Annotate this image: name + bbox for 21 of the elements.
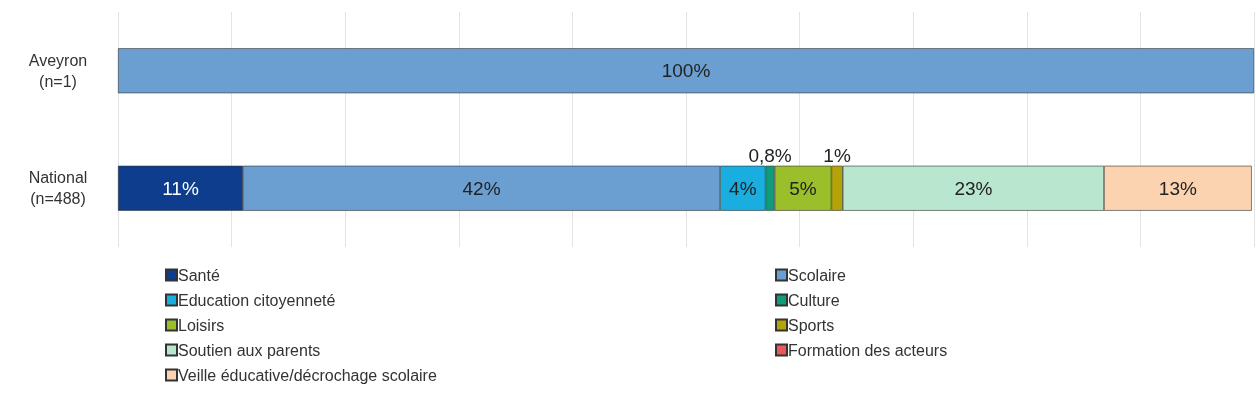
- data-label: 23%: [954, 177, 993, 199]
- legend-label: Soutien aux parents: [178, 341, 321, 359]
- legend-label: Culture: [788, 291, 840, 309]
- legend-label: Education citoyenneté: [178, 291, 336, 309]
- legend-label: Veille éducative/décrochage scolaire: [178, 366, 437, 384]
- data-label: 5%: [789, 177, 817, 199]
- legend-label: Scolaire: [788, 266, 846, 284]
- y-tick-label: National (n=488): [28, 169, 88, 208]
- data-label: 11%: [162, 177, 199, 199]
- data-label: 0,8%: [748, 144, 792, 166]
- legend-label: Loisirs: [178, 316, 225, 334]
- legend-label: Santé: [178, 266, 220, 284]
- bar: [118, 48, 1254, 94]
- data-label: 13%: [1158, 177, 1198, 199]
- data-label: 42%: [462, 177, 501, 199]
- y-tick-label: Aveyron (n=1): [28, 51, 88, 90]
- data-label: 4%: [729, 177, 757, 199]
- data-label: 100%: [661, 60, 711, 82]
- data-label: 1%: [823, 144, 851, 166]
- legend-label: Sports: [788, 316, 835, 334]
- legend-label: Formation des acteurs: [788, 341, 948, 359]
